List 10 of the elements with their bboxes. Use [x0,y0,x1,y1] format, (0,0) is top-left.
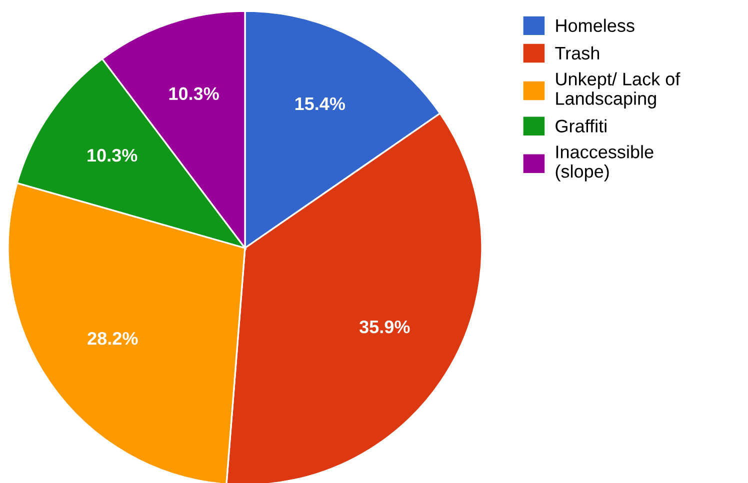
data-label: 35.9% [359,320,410,334]
data-label: 10.3% [169,87,219,100]
data-label: 10.3% [88,148,138,162]
legend-label: Homeless [556,18,634,32]
legend-label: Inaccessible (slope) [556,145,654,182]
legend-label: Graffiti [556,119,606,132]
legend-label: Unkept/ Lack of Landscaping [556,72,680,108]
data-label: 28.2% [88,332,138,345]
legend-label: Trash [555,46,600,60]
data-label: 15.4% [295,97,346,110]
